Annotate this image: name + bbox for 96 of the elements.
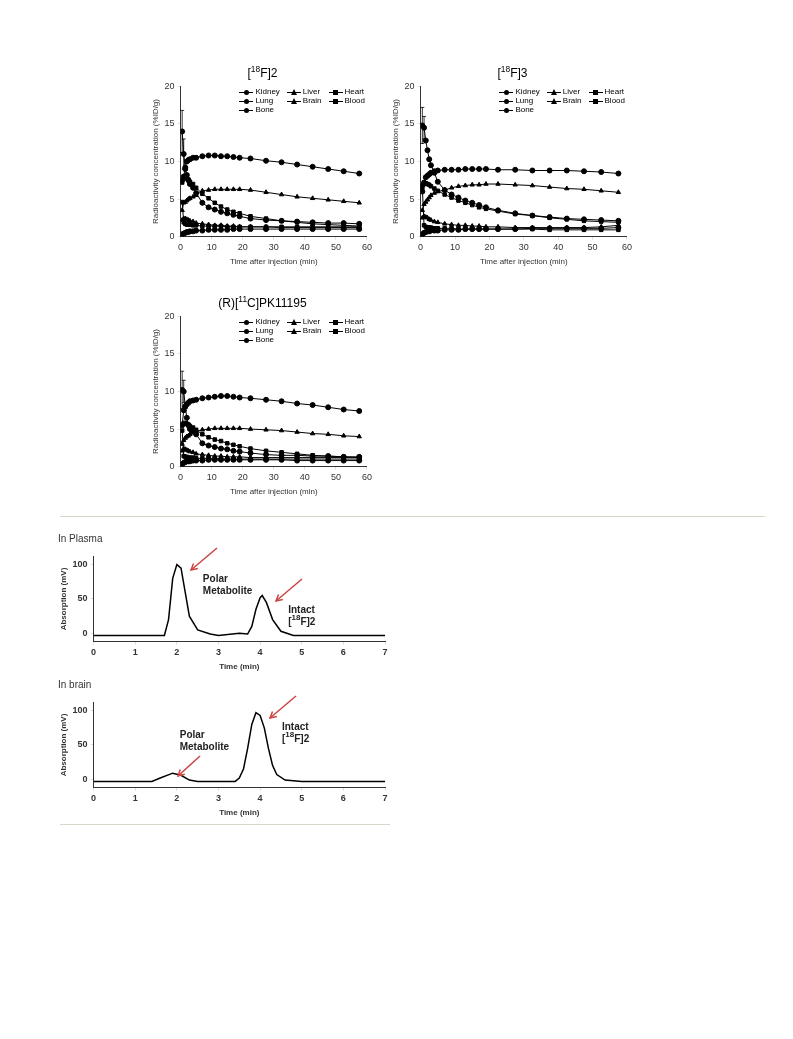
y-tick-label: 10 xyxy=(404,155,415,166)
x-tick-label: 50 xyxy=(330,242,341,253)
x-tick-label: 4 xyxy=(257,793,263,804)
legend-label: Brain xyxy=(302,326,322,336)
x-tick-label: 1 xyxy=(132,793,138,804)
x-tick-label: 50 xyxy=(587,242,598,253)
legend-label: Kidney xyxy=(255,87,280,97)
y-tick-label: 20 xyxy=(164,80,175,91)
x-tick-label: 30 xyxy=(268,242,279,253)
y-axis-title: Radioactivity concentration (%ID/g) xyxy=(151,98,160,224)
legend-label: Blood xyxy=(344,96,365,106)
y-tick-label: 0 xyxy=(409,231,415,242)
x-tick-label: 7 xyxy=(382,647,388,658)
x-tick-label: 2 xyxy=(174,793,180,804)
legend-label: Lung xyxy=(255,326,274,336)
legend-label: Brain xyxy=(302,96,322,106)
x-tick-label: 10 xyxy=(206,242,217,253)
legend-label: Kidney xyxy=(515,87,540,97)
x-tick-label: 3 xyxy=(215,793,221,804)
y-axis-title: Absorption (mV) xyxy=(59,713,68,777)
x-tick-label: 30 xyxy=(268,472,279,483)
x-tick-label: 6 xyxy=(340,793,346,804)
annotation: Polar Metabolite xyxy=(179,728,230,752)
x-tick-label: 0 xyxy=(91,793,97,804)
y-tick-label: 10 xyxy=(164,155,175,166)
legend-label: Lung xyxy=(515,96,534,106)
legend-label: Heart xyxy=(604,87,625,97)
y-tick-label: 0 xyxy=(169,231,175,242)
x-tick-label: 5 xyxy=(299,793,305,804)
x-tick-label: 30 xyxy=(518,242,529,253)
x-axis-title: Time after injection (min) xyxy=(229,487,318,497)
x-tick-label: 3 xyxy=(215,647,221,658)
legend-label: Kidney xyxy=(255,317,280,327)
x-axis-title: Time (min) xyxy=(219,662,260,672)
legend-label: Bone xyxy=(255,105,275,115)
chart-title: [$^{18}$F]3 xyxy=(496,63,529,80)
y-axis-title: Radioactivity concentration (%ID/g) xyxy=(151,328,160,454)
legend-label: Liver xyxy=(302,317,321,327)
x-tick-label: 4 xyxy=(257,647,263,658)
legend-label: Liver xyxy=(302,87,321,97)
legend-label: Bone xyxy=(515,105,535,115)
legend-label: Liver xyxy=(562,87,581,97)
y-tick-label: 10 xyxy=(164,385,175,396)
x-tick-label: 6 xyxy=(340,647,346,658)
x-tick-label: 5 xyxy=(299,647,305,658)
legend-label: Lung xyxy=(255,96,274,106)
y-tick-label: 15 xyxy=(404,118,415,129)
x-tick-label: 60 xyxy=(621,242,632,253)
chart-title: In brain xyxy=(58,678,93,692)
chart-title: In Plasma xyxy=(58,532,104,546)
legend-label: Blood xyxy=(604,96,625,106)
y-tick-label: 5 xyxy=(169,193,175,204)
y-tick-label: 0 xyxy=(82,773,88,784)
x-tick-label: 2 xyxy=(174,647,180,658)
x-tick-label: 40 xyxy=(299,242,310,253)
y-axis-title: Radioactivity concentration (%ID/g) xyxy=(391,98,400,224)
y-tick-label: 20 xyxy=(164,310,175,321)
y-axis-title: Absorption (mV) xyxy=(59,567,68,631)
x-tick-label: 7 xyxy=(382,793,388,804)
legend-label: Heart xyxy=(344,317,365,327)
y-tick-label: 15 xyxy=(164,118,175,129)
legend-label: Blood xyxy=(344,326,365,336)
annotation: Polar Metabolite xyxy=(202,573,253,597)
y-tick-label: 50 xyxy=(77,739,88,750)
y-tick-label: 0 xyxy=(169,461,175,472)
x-axis-title: Time after injection (min) xyxy=(229,257,318,267)
x-tick-label: 20 xyxy=(484,242,495,253)
x-tick-label: 40 xyxy=(553,242,564,253)
x-tick-label: 0 xyxy=(178,242,184,253)
x-tick-label: 40 xyxy=(299,472,310,483)
x-axis-title: Time (min) xyxy=(219,808,260,818)
x-tick-label: 1 xyxy=(132,647,138,658)
x-tick-label: 0 xyxy=(178,472,184,483)
x-tick-label: 60 xyxy=(361,472,372,483)
x-axis-title: Time after injection (min) xyxy=(479,257,568,267)
x-tick-label: 10 xyxy=(206,472,217,483)
x-tick-label: 0 xyxy=(418,242,424,253)
x-tick-label: 20 xyxy=(237,472,248,483)
y-tick-label: 20 xyxy=(404,80,415,91)
y-tick-label: 5 xyxy=(169,423,175,434)
y-tick-label: 0 xyxy=(82,627,88,638)
y-tick-label: 15 xyxy=(164,348,175,359)
y-tick-label: 50 xyxy=(77,593,88,604)
y-tick-label: 5 xyxy=(409,193,415,204)
legend-label: Brain xyxy=(562,96,582,106)
y-tick-label: 100 xyxy=(72,559,88,570)
legend-label: Bone xyxy=(255,335,275,345)
chart-title: (R)[$^{11}$C]PK11195 xyxy=(217,293,308,310)
x-tick-label: 10 xyxy=(450,242,461,253)
x-tick-label: 0 xyxy=(91,647,97,658)
x-tick-label: 50 xyxy=(330,472,341,483)
x-tick-label: 60 xyxy=(361,242,372,253)
chart-title: [$^{18}$F]2 xyxy=(246,63,279,80)
legend-label: Heart xyxy=(344,87,365,97)
x-tick-label: 20 xyxy=(237,242,248,253)
y-tick-label: 100 xyxy=(72,705,88,716)
